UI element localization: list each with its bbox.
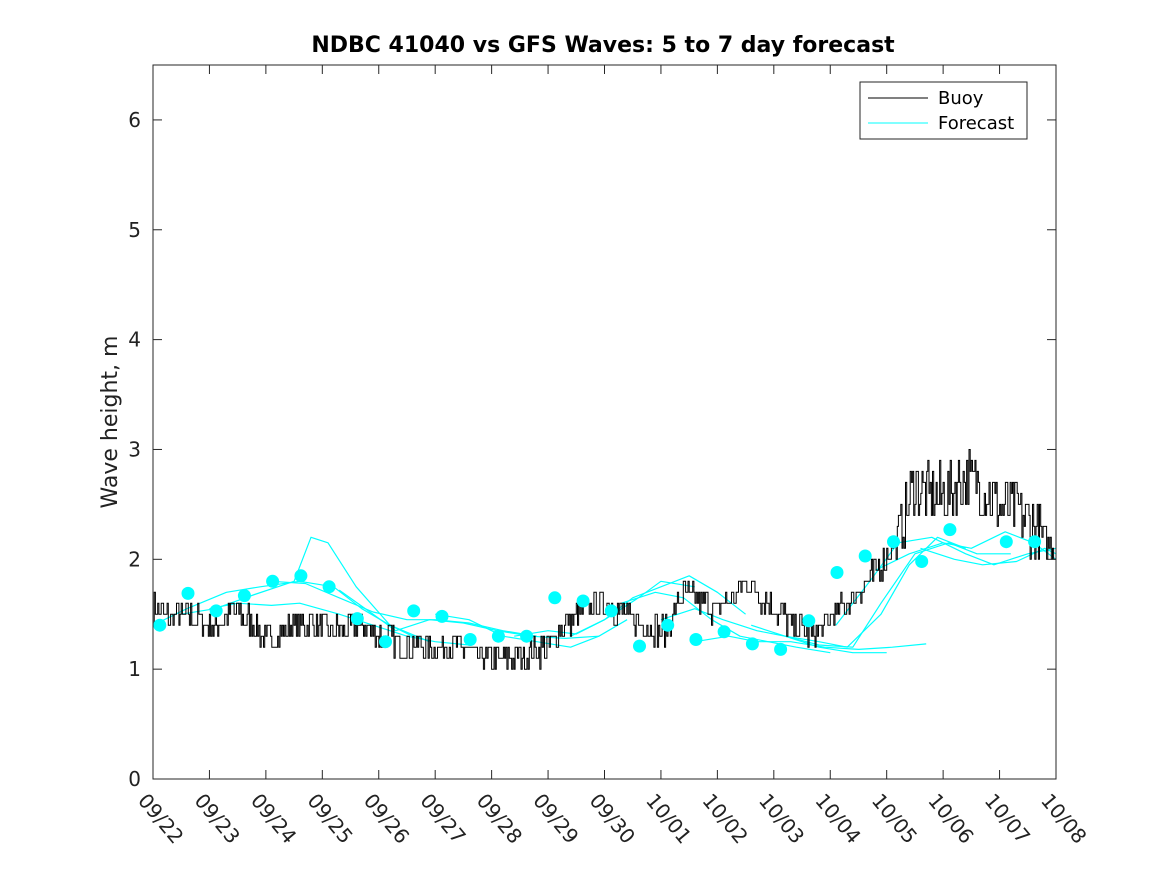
forecast-layer xyxy=(152,531,1057,654)
buoy-layer xyxy=(153,449,1056,670)
forecast-marker xyxy=(266,574,280,588)
buoy-line xyxy=(153,449,1056,670)
x-tick-label: 09/27 xyxy=(415,789,470,849)
legend-box xyxy=(859,81,1028,140)
x-tick-label: 10/03 xyxy=(754,789,809,849)
y-tick-label: 5 xyxy=(128,218,141,242)
x-tick-label: 09/24 xyxy=(246,789,301,849)
forecast-marker xyxy=(858,549,872,563)
forecast-marker xyxy=(153,618,167,632)
forecast-marker xyxy=(322,580,336,594)
forecast-marker xyxy=(237,589,251,603)
forecast-marker xyxy=(548,591,562,605)
forecast-marker xyxy=(887,535,900,549)
x-tick-label: 10/05 xyxy=(867,789,922,849)
forecast-marker xyxy=(181,586,195,600)
forecast-line-3 xyxy=(271,580,537,637)
forecast-marker xyxy=(943,523,957,537)
forecast-marker xyxy=(689,633,703,646)
plot-area xyxy=(152,65,1057,779)
x-tick-label: 09/26 xyxy=(359,789,414,849)
forecast-line-5 xyxy=(435,613,628,648)
y-tick-label: 0 xyxy=(128,767,141,791)
x-tick-label: 09/23 xyxy=(190,789,245,849)
y-tick-label: 1 xyxy=(128,657,141,681)
forecast-marker xyxy=(661,618,675,632)
x-tick-label: 09/28 xyxy=(472,789,527,849)
forecast-marker xyxy=(745,637,759,651)
forecast-marker xyxy=(350,612,364,626)
forecast-marker xyxy=(520,629,534,643)
forecast-marker xyxy=(830,566,844,579)
legend-forecast-label: Forecast xyxy=(938,113,1014,134)
forecast-marker xyxy=(209,604,223,618)
y-tick-label: 2 xyxy=(128,547,141,571)
legend: Buoy Forecast xyxy=(859,81,1028,140)
y-axis-title: Wave height, m xyxy=(98,336,123,509)
forecast-marker xyxy=(576,594,590,608)
chart-title: NDBC 41040 vs GFS Waves: 5 to 7 day fore… xyxy=(311,33,895,58)
y-tick-label: 4 xyxy=(128,328,141,352)
legend-buoy-label: Buoy xyxy=(938,88,984,109)
forecast-marker xyxy=(604,604,618,618)
x-tick-label: 09/22 xyxy=(133,789,188,849)
x-tick-label: 10/06 xyxy=(923,789,978,849)
x-tick-label: 09/29 xyxy=(528,789,583,849)
forecast-line-13 xyxy=(835,536,1057,626)
forecast-marker xyxy=(379,635,392,649)
forecast-marker xyxy=(463,633,477,646)
forecast-marker xyxy=(774,642,788,656)
plot-background xyxy=(153,65,1056,779)
forecast-marker xyxy=(633,639,646,653)
x-tick-label: 10/07 xyxy=(980,789,1035,849)
forecast-marker xyxy=(999,535,1013,549)
forecast-marker xyxy=(435,609,449,623)
forecast-marker xyxy=(915,555,929,568)
x-tick-label: 10/02 xyxy=(698,789,753,849)
x-tick-label: 09/25 xyxy=(302,789,357,849)
forecast-marker xyxy=(1028,535,1042,549)
y-tick-labels: 0 1 2 3 4 5 6 xyxy=(128,108,141,791)
forecast-marker xyxy=(407,604,421,618)
forecast-marker xyxy=(491,629,505,643)
x-tick-label: 10/08 xyxy=(1036,789,1091,849)
x-tick-label: 10/04 xyxy=(810,789,865,849)
forecast-line-12 xyxy=(784,542,1011,648)
forecast-line-4 xyxy=(338,589,599,640)
y-tick-label: 3 xyxy=(128,437,141,461)
x-tick-label: 09/30 xyxy=(585,789,640,849)
forecast-marker xyxy=(294,569,308,583)
forecast-marker-layer xyxy=(153,523,1042,656)
x-tick-labels: 09/22 09/23 09/24 09/25 09/26 09/27 09/28 09/29… xyxy=(133,789,1091,849)
axes-layer xyxy=(152,64,1057,780)
forecast-marker xyxy=(717,625,731,639)
forecast-marker xyxy=(802,614,816,628)
forecast-line-7 xyxy=(570,575,746,637)
y-tick-label: 6 xyxy=(128,108,141,132)
x-tick-label: 10/01 xyxy=(641,789,696,849)
